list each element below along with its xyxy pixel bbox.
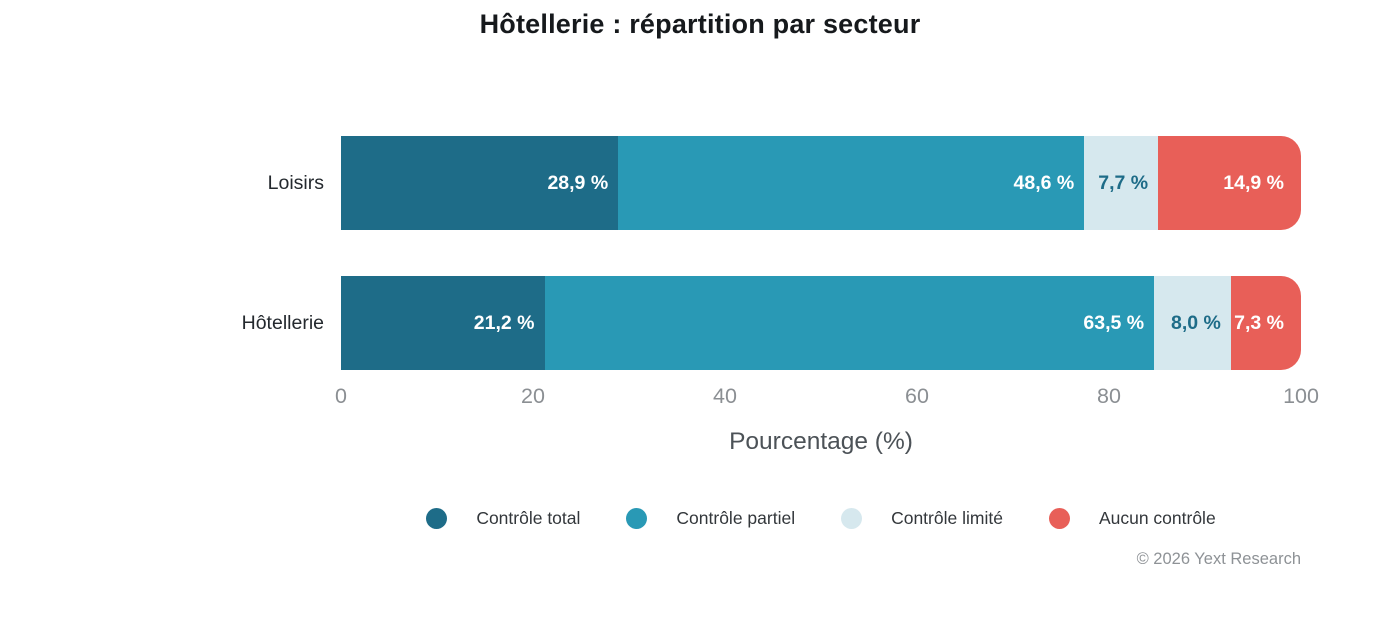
legend-label: Aucun contrôle <box>1098 508 1216 528</box>
legend-swatch-icon <box>1048 508 1070 529</box>
category-label: Hôtellerie <box>241 311 324 334</box>
chart-title: Hôtellerie : répartition par secteur <box>479 9 921 39</box>
legend-item: Contrôle partiel <box>626 508 795 529</box>
segment-value-label: 21,2 % <box>473 311 535 334</box>
category-label: Loisirs <box>267 171 324 194</box>
segment-value-label: 7,7 % <box>1098 171 1149 194</box>
legend-swatch-icon <box>626 508 648 529</box>
bar-track: 28,9 % 48,6 % 7,7 % 14,9 % <box>341 136 1302 230</box>
copyright-text: © 2026 Yext Research <box>1136 550 1301 568</box>
bar-segment: 48,6 % <box>618 136 1085 230</box>
x-axis-tick-label: 60 <box>905 384 929 408</box>
segment-value-label: 48,6 % <box>1013 171 1075 194</box>
legend: Contrôle total Contrôle partiel Contrôle l… <box>341 508 1301 529</box>
x-axis-tick-label: 40 <box>713 384 737 408</box>
segment-value-label: 8,0 % <box>1171 311 1221 334</box>
bar-rows: Loisirs 28,9 % 48,6 % 7,7 % 14,9 % Hôtellerie… <box>0 136 1400 370</box>
legend-label: Contrôle limité <box>891 508 1003 528</box>
bar-segment: 21,2 % <box>341 276 545 370</box>
chart-row: Hôtellerie 21,2 % 63,5 % 8,0 % 7,3 % <box>0 276 1400 370</box>
x-axis: 0 20 40 60 80 100 <box>335 384 1319 410</box>
bar-segment: 8,0 % <box>1154 276 1231 370</box>
bar-segment: 14,9 % <box>1158 136 1302 230</box>
bar-segment: 7,3 % <box>1230 276 1301 370</box>
legend-item: Aucun contrôle <box>1048 508 1216 529</box>
x-axis-tick-label: 20 <box>521 384 545 408</box>
x-axis-tick-label: 100 <box>1283 384 1319 408</box>
bar-segment: 7,7 % <box>1084 136 1159 230</box>
bar-segment: 63,5 % <box>544 276 1155 370</box>
x-axis-tick-label: 80 <box>1097 384 1121 408</box>
bar-track: 21,2 % 63,5 % 8,0 % 7,3 % <box>341 276 1301 370</box>
x-axis-title: Pourcentage (%) <box>729 428 913 455</box>
plot-area: Loisirs 28,9 % 48,6 % 7,7 % 14,9 % Hôtellerie… <box>0 136 1400 456</box>
bar-segment: 28,9 % <box>341 136 619 230</box>
legend-swatch-icon <box>426 508 448 529</box>
legend-item: Contrôle limité <box>841 508 1003 529</box>
x-axis-tick-label: 0 <box>335 384 347 408</box>
chart-row: Loisirs 28,9 % 48,6 % 7,7 % 14,9 % <box>0 136 1400 230</box>
segment-value-label: 28,9 % <box>547 171 609 194</box>
segment-value-label: 14,9 % <box>1223 171 1285 194</box>
segment-value-label: 7,3 % <box>1234 311 1284 334</box>
legend-swatch-icon <box>841 508 863 529</box>
legend-label: Contrôle total <box>476 508 581 528</box>
legend-item: Contrôle total <box>426 508 580 529</box>
segment-value-label: 63,5 % <box>1083 311 1145 334</box>
legend-label: Contrôle partiel <box>676 508 796 528</box>
